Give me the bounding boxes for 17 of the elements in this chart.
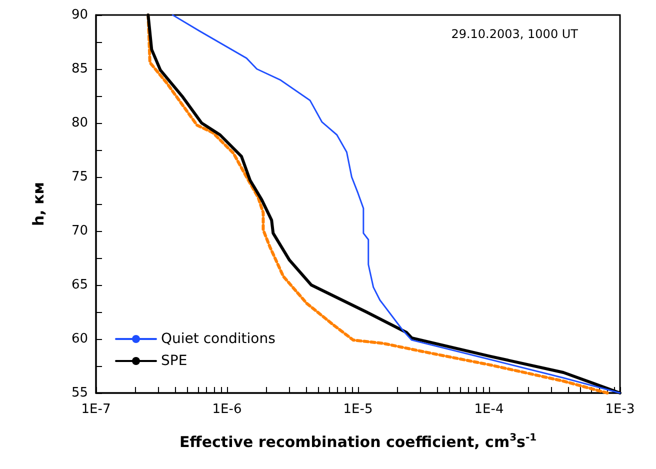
y-tick-label: 90: [71, 8, 88, 22]
x-tick-label: 1E-5: [343, 402, 373, 417]
y-tick-label: 60: [71, 332, 88, 346]
y-tick-label: 75: [71, 170, 88, 184]
legend-label: Quiet conditions: [161, 331, 276, 347]
y-axis-title: h, км: [30, 182, 48, 226]
x-tick-label: 1E-6: [212, 402, 242, 417]
y-tick-label: 80: [71, 116, 88, 130]
x-tick-label: 1E-4: [474, 402, 504, 417]
y-tick-label: 65: [71, 278, 88, 292]
annotation: 29.10.2003, 1000 UT: [451, 27, 579, 41]
x-tick-label: 1E-7: [81, 402, 111, 417]
legend-label: SPE: [161, 353, 188, 369]
y-tick-label: 85: [71, 62, 88, 76]
y-tick-label: 70: [71, 224, 88, 238]
x-tick-label: 1E-3: [605, 402, 635, 417]
y-tick-label: 55: [71, 386, 88, 400]
